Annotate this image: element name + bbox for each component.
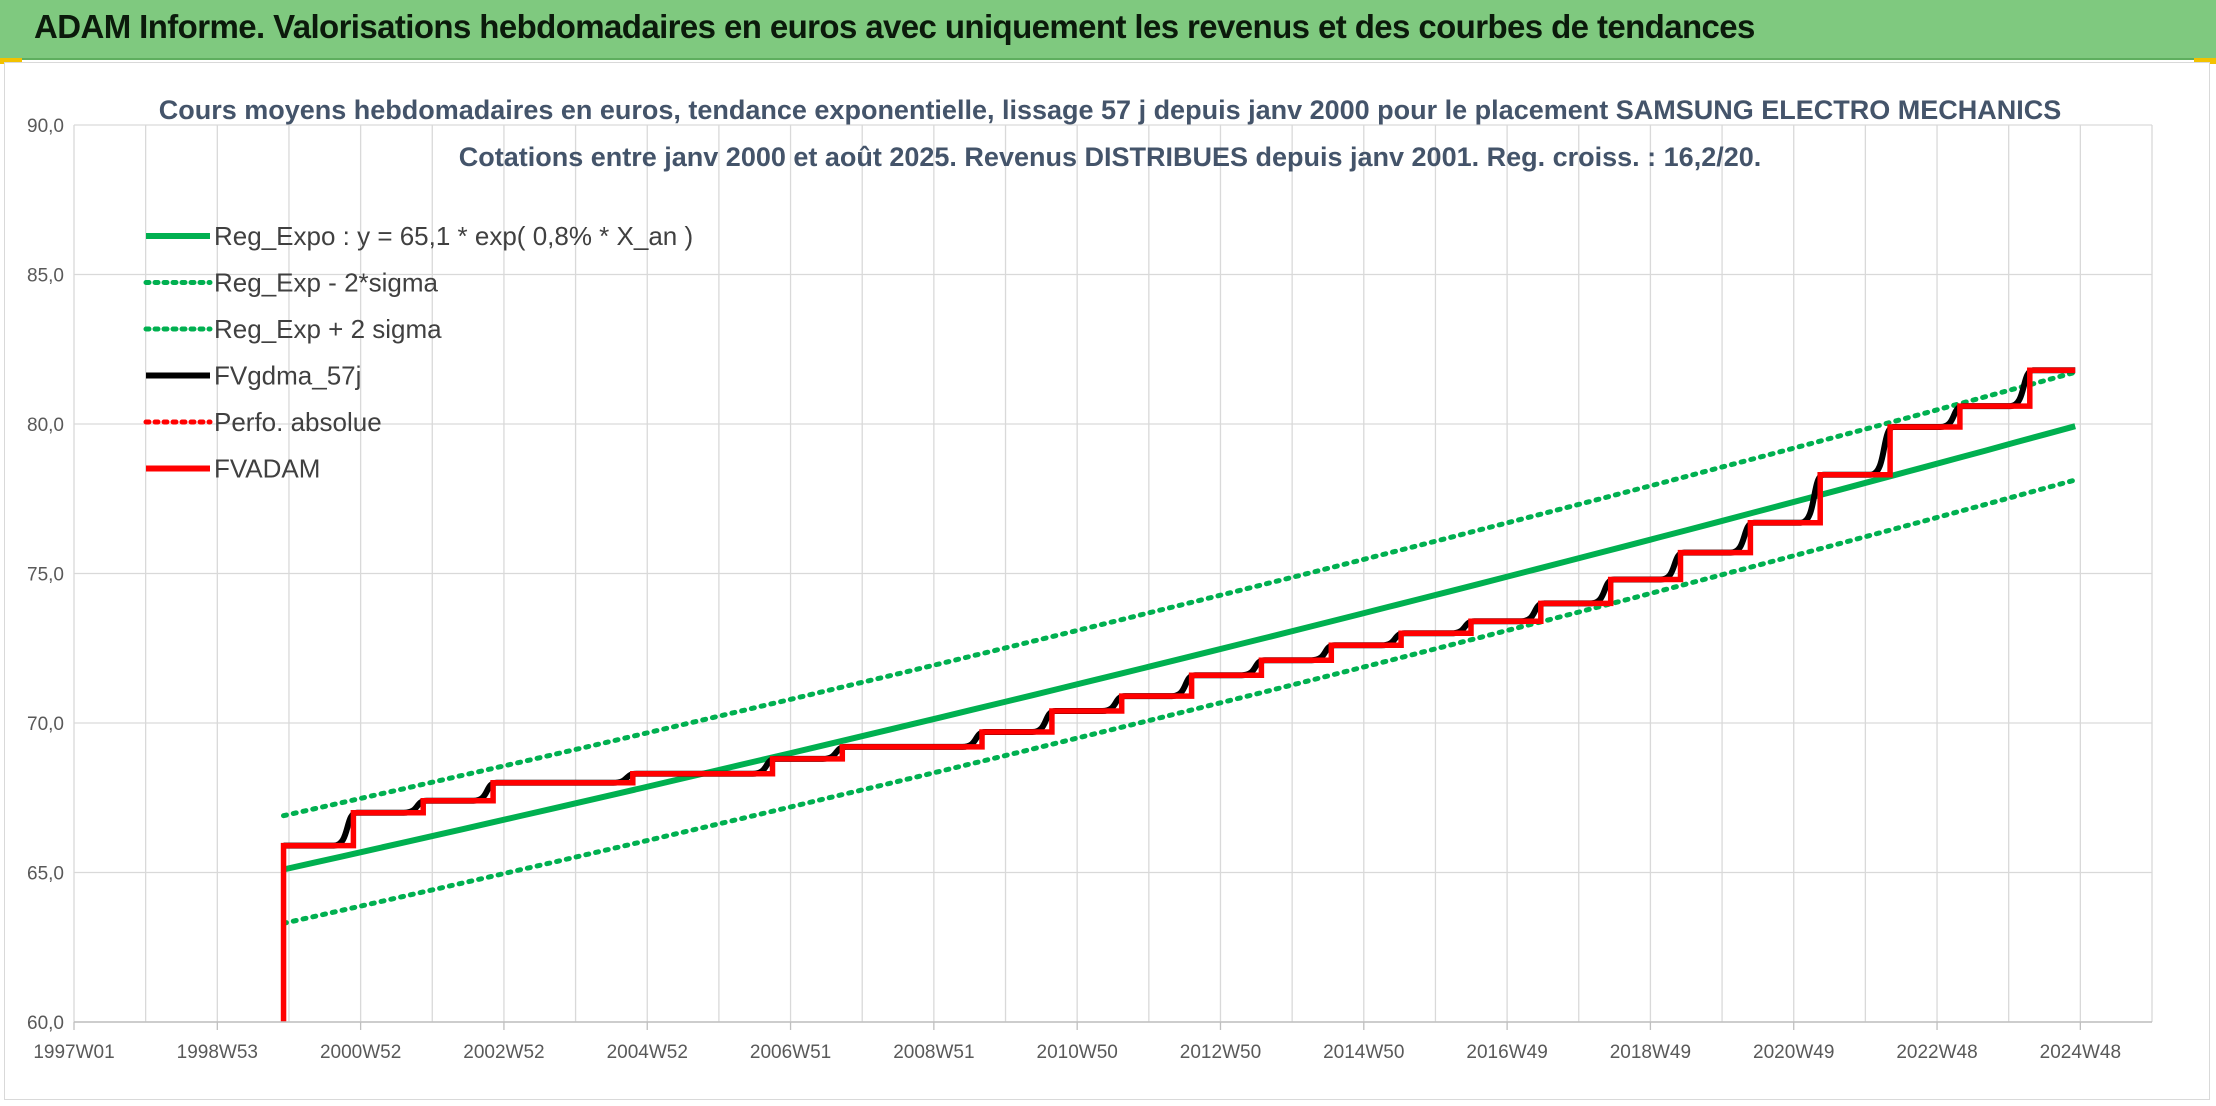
grid-layer [73,124,2153,1023]
legend-label: FVADAM [214,454,320,484]
x-tick-label: 2012W50 [1180,1042,1261,1063]
y-tick-label: 80,0 [27,415,64,436]
y-tick-label: 90,0 [27,116,64,137]
x-tick-label: 2014W50 [1323,1042,1404,1063]
corner-mark-left [0,58,22,64]
series-layer [280,367,2078,1022]
legend: Reg_Expo : y = 65,1 * exp( 0,8% * X_an )… [143,221,693,484]
x-tick-label: 2002W52 [463,1042,544,1063]
banner-title: ADAM Informe. Valorisations hebdomadaire… [34,8,1755,45]
chart-title-line-2: Cotations entre janv 2000 et août 2025. … [459,142,1762,172]
x-tick-label: 2000W52 [320,1042,401,1063]
legend-label: Reg_Exp + 2 sigma [214,314,442,344]
y-tick-label: 85,0 [27,266,64,287]
reg-exp-minus-2sigma-line [281,477,2078,926]
y-tick-label: 60,0 [27,1013,64,1034]
title-banner: ADAM Informe. Valorisations hebdomadaire… [0,0,2216,60]
reg-exp-plus-2sigma-line [281,369,2078,819]
reg-expo-line [282,423,2076,873]
x-tick-label: 2018W49 [1610,1042,1691,1063]
chart-title-group: Cours moyens hebdomadaires en euros, ten… [159,95,2062,172]
axis-layer: 60,0 65,0 70,0 75,0 80,0 85,0 90,0 1997W01 1998W… [27,116,2152,1063]
x-tick-label: 2016W49 [1466,1042,1547,1063]
x-tick-label: 2006W51 [750,1042,831,1063]
x-tick-label: 2010W50 [1037,1042,1118,1063]
chart-title-line-1: Cours moyens hebdomadaires en euros, ten… [159,95,2062,125]
legend-label: Reg_Expo : y = 65,1 * exp( 0,8% * X_an ) [214,221,693,251]
y-tick-label: 75,0 [27,565,64,586]
fvadam-line [280,367,2076,1022]
x-tick-label: 2008W51 [893,1042,974,1063]
legend-label: Reg_Exp - 2*sigma [214,268,439,298]
x-tick-label: 2004W52 [607,1042,688,1063]
chart-frame [4,62,2210,1100]
corner-mark-right [2194,58,2216,64]
y-tick-label: 70,0 [27,714,64,735]
legend-label: Perfo. absolue [214,407,382,437]
x-tick-label: 2024W48 [2040,1042,2121,1063]
legend-label: FVgdma_57j [214,361,361,391]
x-tick-label: 1998W53 [177,1042,258,1063]
x-tick-label: 2022W48 [1896,1042,1977,1063]
y-tick-label: 65,0 [27,864,64,885]
x-tick-label: 1997W01 [33,1042,114,1063]
x-tick-label: 2020W49 [1753,1042,1834,1063]
